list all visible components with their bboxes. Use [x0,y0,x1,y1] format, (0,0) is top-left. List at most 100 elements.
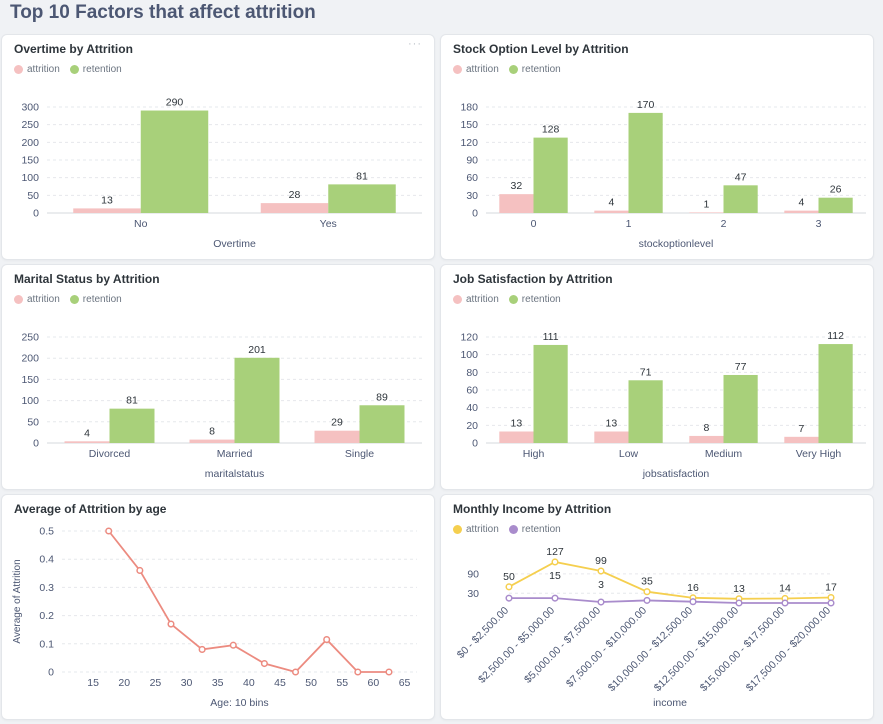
data-label: 13 [511,418,523,430]
y-tick-label: 100 [21,395,39,407]
x-tick-label: 1 [626,218,632,230]
x-tick-label: Yes [320,218,337,230]
legend-item-retention[interactable]: retention [69,294,122,305]
legend-item-attrition[interactable]: attrition [14,64,60,75]
data-label: 112 [827,330,844,342]
data-point-attrition [505,583,513,591]
x-tick-label: 50 [305,677,317,689]
x-tick-label: 45 [274,677,286,689]
data-label: 15 [549,570,561,582]
chart-title: Marital Status by Attrition [14,272,160,286]
legend-swatch [14,295,23,304]
y-tick-label: 0.3 [39,582,54,594]
legend-label: retention [521,524,561,535]
legend-item-retention[interactable]: retention [69,64,122,75]
legend-item-attrition[interactable]: attrition [453,64,499,75]
chart-title: Job Satisfaction by Attrition [453,272,613,286]
data-label: 47 [735,171,747,183]
data-label: 7 [798,423,804,435]
y-tick-label: 150 [460,119,478,131]
x-tick-label: 65 [399,677,411,689]
data-label: 32 [511,180,523,192]
bar-retention [359,405,405,443]
bar-retention [328,184,396,213]
x-tick-label: $17,500.00 - $20,000.00 [744,605,834,695]
x-tick-label: 30 [181,677,193,689]
x-tick-label: Divorced [89,448,131,460]
data-point-retention [781,599,789,607]
monthly-income-chart-card: Monthly Income by Attrition attrition re… [440,494,874,720]
x-tick-label: 60 [368,677,380,689]
chart-title: Monthly Income by Attrition [453,502,612,516]
legend-label: retention [82,64,122,75]
x-tick-label: 40 [243,677,255,689]
x-axis-title: stockoptionlevel [639,238,714,250]
y-tick-label: 0.1 [39,638,54,650]
data-point [292,668,300,676]
data-label: 290 [166,97,184,109]
bar-attrition [689,212,724,213]
more-options-icon[interactable]: ··· [408,38,422,50]
legend-item-attrition[interactable]: attrition [453,294,499,305]
data-point [229,641,237,649]
data-label: 13 [101,194,113,206]
x-tick-label: $2,500.00 - $5,000.00 [476,605,557,686]
y-tick-label: 0 [48,667,54,679]
legend-item-retention[interactable]: retention [508,294,561,305]
y-tick-label: 0 [33,208,39,220]
series-line-attrition [508,561,832,600]
bar-retention [234,357,280,443]
legend-swatch [69,295,79,304]
legend-label: retention [521,294,561,305]
data-label: 50 [503,571,515,583]
data-label: 4 [798,197,804,209]
bar-retention [533,344,568,443]
bar-attrition [784,210,819,213]
bar-retention [723,185,758,213]
legend-swatch [508,525,518,534]
y-tick-label: 0.2 [39,610,54,622]
bar-attrition [73,208,141,213]
chart-legend: attrition retention [453,524,561,535]
bar-attrition [64,441,110,443]
legend-label: attrition [466,294,499,305]
y-tick-label: 120 [460,332,478,344]
y-tick-label: 0 [33,438,39,450]
x-tick-label: $10,000.00 - $12,500.00 [606,605,696,695]
legend-label: attrition [466,64,499,75]
data-label: 201 [248,344,266,356]
overtime-chart-card: Overtime by Attrition ··· attrition rete… [1,34,435,260]
bar-retention [818,344,853,443]
x-tick-label: 20 [118,677,130,689]
series-line-retention [509,597,831,604]
bar-attrition [689,435,724,443]
x-axis-title: income [653,697,687,709]
legend-swatch [453,65,462,74]
data-point-attrition [643,588,651,596]
legend-item-attrition[interactable]: attrition [453,524,499,535]
y-tick-label: 30 [467,588,479,600]
legend-item-attrition[interactable]: attrition [14,294,60,305]
data-label: 8 [703,422,709,434]
y-tick-label: 40 [466,402,478,414]
legend-swatch [508,65,518,74]
data-label: 29 [331,417,343,429]
data-point [136,566,144,575]
y-tick-label: 0 [472,438,478,450]
legend-swatch [69,65,79,74]
series-line [108,530,389,674]
chart-title: Overtime by Attrition [14,42,133,56]
y-tick-label: 30 [466,190,478,202]
x-tick-label: 2 [721,218,727,230]
y-tick-label: 250 [21,119,39,131]
legend-item-retention[interactable]: retention [508,64,561,75]
data-label: 13 [606,418,618,430]
legend-item-retention[interactable]: retention [508,524,561,535]
bar-retention [628,112,663,213]
x-tick-label: No [134,218,148,230]
marital-status-chart-card: Marital Status by Attrition attrition re… [1,264,435,490]
y-tick-label: 0.5 [39,526,54,538]
data-point-retention [551,594,559,602]
bar-attrition [314,430,360,443]
data-label: 3 [598,579,604,591]
